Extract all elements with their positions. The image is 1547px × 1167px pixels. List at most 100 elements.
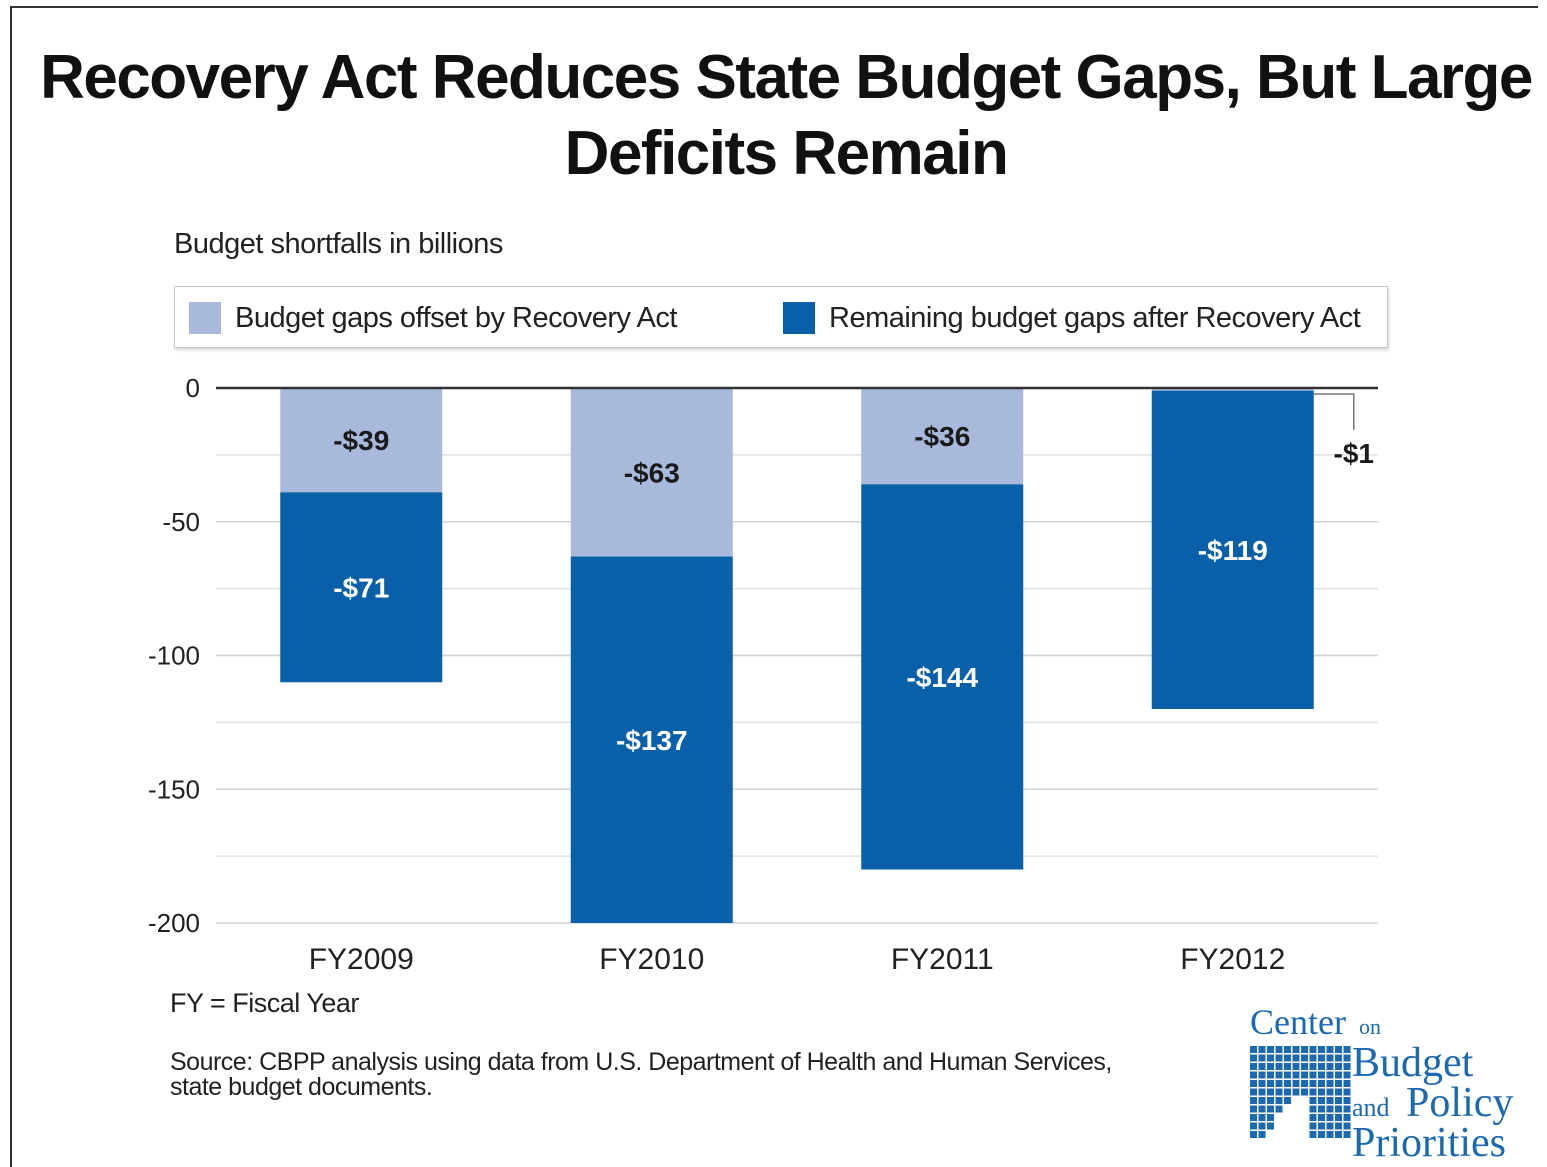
logo-grid-cell <box>1343 1071 1351 1079</box>
logo-grid-cell <box>1318 1114 1325 1121</box>
bar-chart: 0 -50 -100 -150 -200 -$39 -$71 FY2009 -$63 -$137 F… <box>148 373 1378 976</box>
bar-value-label: -$137 <box>616 725 688 756</box>
logo-text-policy: Policy <box>1406 1080 1513 1126</box>
logo-grid-cell <box>1284 1097 1291 1104</box>
bar-segment <box>570 556 733 923</box>
logo-grid-cell <box>1267 1122 1274 1130</box>
logo-grid-cell <box>1250 1131 1257 1138</box>
logo-grid-cell <box>1258 1088 1266 1096</box>
logo-grid-cell <box>1343 1122 1351 1130</box>
logo-grid-cell <box>1326 1122 1334 1130</box>
logo-grid-cell <box>1326 1131 1334 1138</box>
logo-grid-cell <box>1250 1114 1257 1121</box>
logo-grid-cell <box>1250 1097 1257 1104</box>
logo-grid-cell <box>1318 1054 1325 1062</box>
bar-value-label: -$119 <box>1198 535 1268 566</box>
logo-text-and: and <box>1352 1093 1390 1122</box>
logo-grid-cell <box>1335 1122 1342 1130</box>
logo-grid-cell <box>1326 1097 1334 1104</box>
logo-grid-cell <box>1301 1063 1308 1070</box>
logo-grid-cell <box>1326 1063 1334 1070</box>
logo-grid-cell <box>1250 1080 1257 1087</box>
logo-grid-cell <box>1318 1046 1325 1053</box>
logo-grid-cell <box>1292 1046 1300 1053</box>
bar-segment <box>280 492 443 683</box>
logo-grid-cell <box>1343 1080 1351 1087</box>
logo-grid-cell <box>1258 1122 1266 1130</box>
logo-grid-cell <box>1292 1080 1300 1087</box>
logo-grid-cell <box>1318 1071 1325 1079</box>
logo-grid-cell <box>1318 1122 1325 1130</box>
logo-grid-cell <box>1326 1046 1334 1053</box>
logo-grid-cell <box>1258 1131 1266 1138</box>
logo-grid-cell <box>1343 1105 1351 1113</box>
y-tick-label: 0 <box>186 373 200 403</box>
callout-leader <box>1313 393 1355 430</box>
logo-grid-cell <box>1258 1080 1266 1087</box>
logo-grid-cell <box>1284 1088 1291 1096</box>
bar-value-label: -$71 <box>333 572 389 603</box>
logo-grid-cell <box>1335 1063 1342 1070</box>
logo-grid-cell <box>1318 1131 1325 1138</box>
bar-segment <box>570 388 733 557</box>
chart-title: Recovery Act Reduces State Budget Gaps, … <box>40 43 1533 188</box>
logo-grid-cell <box>1292 1063 1300 1070</box>
logo-grid-cell <box>1301 1054 1308 1062</box>
svg-text:and Policy: and Policy <box>1352 1080 1513 1126</box>
logo-grid-cell <box>1301 1071 1308 1079</box>
logo-grid-cell <box>1275 1097 1283 1104</box>
logo-grid-cell <box>1326 1114 1334 1121</box>
logo-grid-cell <box>1258 1063 1266 1070</box>
logo-grid-cell <box>1292 1088 1300 1096</box>
legend-item-offset: Budget gaps offset by Recovery Act <box>189 287 677 349</box>
logo-text-on: on <box>1359 1014 1381 1039</box>
logo-grid-cell <box>1275 1105 1283 1113</box>
logo-grid-cell <box>1309 1114 1317 1121</box>
logo-grid-cell <box>1275 1080 1283 1087</box>
logo-grid-cell <box>1250 1122 1257 1130</box>
logo-grid-cell <box>1267 1046 1274 1053</box>
logo-grid-cell <box>1335 1097 1342 1104</box>
logo-grid-cell <box>1343 1131 1351 1138</box>
svg-text:Center on: Center on <box>1250 1002 1381 1042</box>
logo-grid-cell <box>1284 1046 1291 1053</box>
logo-text-budget: Budget <box>1352 1040 1474 1086</box>
logo-grid-cell <box>1335 1071 1342 1079</box>
source-note: Source: CBPP analysis using data from U.… <box>170 1048 1112 1101</box>
logo-grid-cell <box>1335 1131 1342 1138</box>
logo-grid-cell <box>1267 1097 1274 1104</box>
logo-grid-cell <box>1318 1080 1325 1087</box>
logo-grid-cell <box>1309 1097 1317 1104</box>
footnote: FY = Fiscal Year <box>170 988 359 1018</box>
bar-value-label: -$1 <box>1334 438 1374 469</box>
logo-grid-cell <box>1258 1046 1266 1053</box>
logo-grid-cell <box>1318 1088 1325 1096</box>
bar-segment <box>861 388 1024 485</box>
logo-grid-cell <box>1326 1054 1334 1062</box>
logo-grid-cell <box>1267 1088 1274 1096</box>
bar-segment <box>861 484 1024 870</box>
legend-label-remaining: Remaining budget gaps after Recovery Act <box>829 301 1361 334</box>
logo-grid-cell <box>1258 1097 1266 1104</box>
logo-grid-cell <box>1292 1054 1300 1062</box>
logo-grid-cell <box>1335 1114 1342 1121</box>
x-category-label: FY2012 <box>1180 943 1285 976</box>
logo-grid-cell <box>1318 1105 1325 1113</box>
logo-grid-cell <box>1267 1054 1274 1062</box>
x-category-label: FY2010 <box>599 943 704 976</box>
logo-grid-cell <box>1335 1088 1342 1096</box>
legend: Budget gaps offset by Recovery Act Remai… <box>174 286 1388 348</box>
y-tick-label: -200 <box>148 908 200 938</box>
logo-grid-cell <box>1292 1071 1300 1079</box>
logo-text-priorities: Priorities <box>1352 1120 1506 1162</box>
x-category-label: FY2009 <box>309 943 414 976</box>
legend-swatch-offset <box>189 302 221 334</box>
logo-grid-cell <box>1258 1105 1266 1113</box>
logo-grid-cell <box>1284 1054 1291 1062</box>
logo-grid-cell <box>1284 1071 1291 1079</box>
logo-grid-cell <box>1301 1080 1308 1087</box>
bar-value-label: -$144 <box>906 662 978 693</box>
logo-grid-cell <box>1284 1063 1291 1070</box>
logo-grid-cell <box>1343 1046 1351 1053</box>
logo-grid-cell <box>1267 1063 1274 1070</box>
